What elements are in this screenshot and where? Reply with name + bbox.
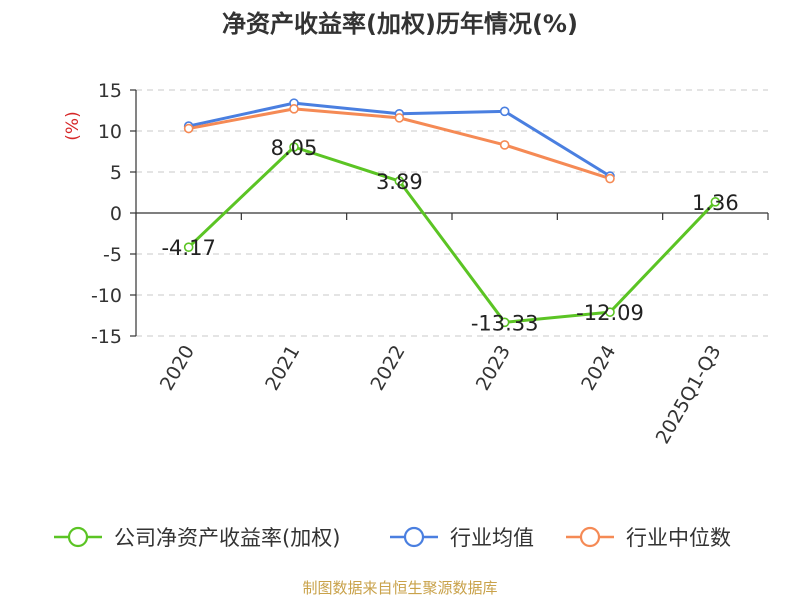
series-line-0 — [187, 145, 717, 324]
y-tick-label: 0 — [110, 203, 122, 225]
data-point — [499, 106, 510, 117]
x-tick-label: 2021 — [261, 342, 304, 395]
data-point — [499, 317, 510, 328]
x-tick-label: 2025Q1-Q3 — [652, 342, 726, 448]
y-tick-label: -15 — [91, 326, 122, 348]
data-point — [394, 176, 405, 186]
data-point — [605, 173, 615, 184]
y-tick-label: 15 — [98, 80, 122, 102]
data-point — [183, 123, 194, 134]
data-point — [499, 140, 510, 150]
data-label: -4.17 — [161, 236, 215, 260]
x-tick-label: 2023 — [472, 341, 515, 394]
data-label: 3.89 — [376, 170, 423, 194]
data-point — [183, 242, 194, 252]
x-tick-label: 2024 — [577, 342, 620, 395]
data-label: 1.36 — [692, 191, 739, 215]
data-label: 8.05 — [271, 136, 318, 160]
legend: 公司净资产收益率(加权) 行业均值 行业中位数 — [54, 526, 731, 550]
legend-label: 行业中位数 — [626, 526, 731, 550]
data-point — [289, 104, 299, 114]
data-labels: -4.17 8.05 3.89 -13.33 -12.09 1.36 — [161, 136, 738, 335]
series-points — [183, 98, 721, 328]
y-tick-label: 5 — [110, 162, 122, 184]
y-axis-label: (%) — [63, 111, 83, 140]
x-tick-labels: 2020 2021 2022 2023 2024 2025Q1-Q3 — [156, 341, 726, 447]
legend-marker — [67, 526, 89, 548]
data-label: -12.09 — [576, 301, 644, 325]
data-point — [394, 113, 405, 123]
legend-marker — [579, 526, 601, 548]
source-note: 制图数据来自恒生聚源数据库 — [302, 579, 497, 597]
y-tick-label: 10 — [98, 121, 122, 143]
data-label: -13.33 — [471, 311, 539, 335]
axes — [130, 89, 769, 337]
chart-title: 净资产收益率(加权)历年情况(%) — [222, 10, 578, 38]
legend-label: 行业均值 — [450, 526, 534, 550]
data-point — [710, 197, 721, 207]
y-tick-labels: 15 10 5 0 -5 -10 -15 — [91, 80, 122, 348]
x-tick-label: 2022 — [366, 342, 409, 395]
x-tick-label: 2020 — [156, 342, 199, 395]
data-point — [289, 142, 299, 152]
y-tick-label: -10 — [91, 285, 122, 307]
legend-label: 公司净资产收益率(加权) — [114, 526, 340, 550]
y-tick-label: -5 — [103, 244, 122, 266]
data-point — [605, 307, 615, 317]
legend-marker — [403, 526, 425, 548]
